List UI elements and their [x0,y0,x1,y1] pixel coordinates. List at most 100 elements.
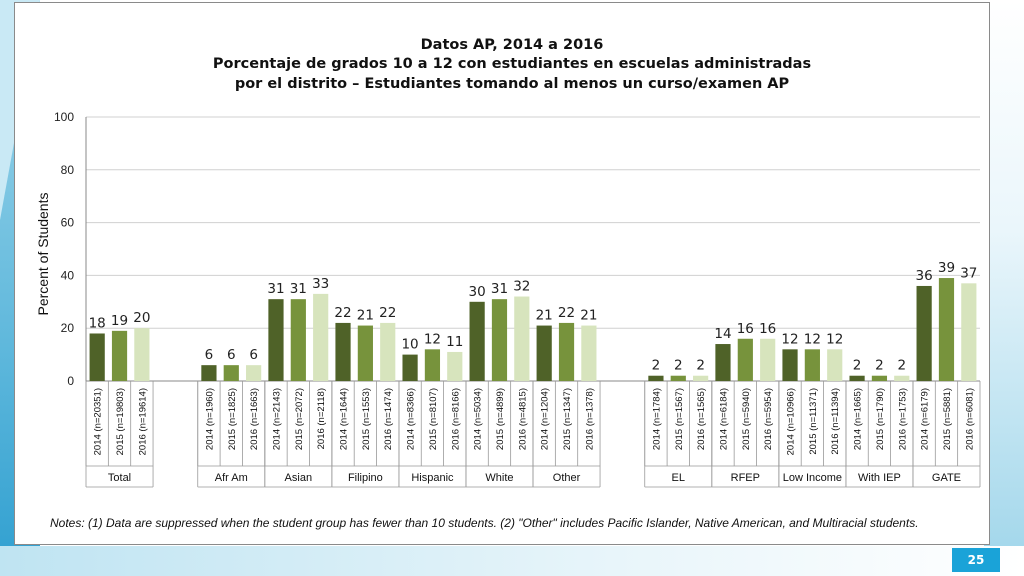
bar [693,375,709,381]
data-label: 2 [674,358,683,374]
data-label: 12 [826,331,843,347]
y-tick-label: 80 [61,163,75,177]
chart-subtitle-line-2: por el distrito – Estudiantes tomando al… [234,76,790,92]
category-label: 2015 (n=5881) [942,388,953,450]
data-label: 39 [938,260,955,276]
category-label: 2016 (n=1753) [897,388,908,450]
category-label: 2015 (n=1825) [227,388,238,450]
group-label: Other [553,472,581,484]
data-label: 16 [737,321,754,337]
category-label: 2015 (n=5940) [741,388,752,450]
bar [357,325,373,381]
bar [871,375,888,381]
y-tick-label: 0 [67,374,74,388]
data-label: 21 [357,308,374,324]
bar [402,354,418,381]
data-label: 12 [804,331,821,347]
data-label: 2 [652,358,661,374]
category-label: 2016 (n=6081) [964,388,975,450]
group-label: With IEP [858,472,901,484]
bar [916,285,932,381]
group-label: Total [108,472,131,484]
data-label: 32 [513,279,530,295]
category-label: 2014 (n=1644) [339,388,350,450]
data-label: 10 [401,337,418,353]
category-label: 2015 (n=1347) [562,388,573,450]
bar [581,325,597,381]
group-label: Afr Am [215,472,248,484]
category-label: 2015 (n=1553) [361,388,372,450]
category-label: 2016 (n=1474) [383,388,394,450]
bar [447,351,463,381]
chart-notes: Notes: (1) Data are suppressed when the … [50,516,919,530]
category-label: 2014 (n=1204) [540,388,551,450]
data-label: 11 [446,334,463,350]
bar [290,299,306,381]
data-label: 31 [267,281,284,297]
data-label: 6 [205,347,214,363]
chart-subtitle-line-1: Porcentaje de grados 10 a 12 con estudia… [212,56,812,72]
bar [111,330,128,381]
bar [246,365,262,381]
y-tick-label: 60 [61,216,75,230]
slide-panel [14,2,990,545]
category-label: 2015 (n=11371) [808,388,819,455]
data-label: 18 [89,315,106,331]
category-label: 2014 (n=2143) [271,388,282,450]
category-label: 2014 (n=1665) [853,388,864,450]
category-label: 2016 (n=8166) [450,388,461,450]
background-right-band [984,0,1024,576]
data-label: 21 [536,308,553,324]
category-label: 2014 (n=6179) [920,388,931,450]
data-label: 30 [469,284,486,300]
bar [737,338,753,381]
category-label: 2015 (n=2072) [294,388,305,450]
bar [894,375,910,381]
category-label: 2015 (n=8107) [428,388,439,450]
bar [670,375,686,381]
bar [313,293,329,381]
y-tick-label: 40 [61,268,75,282]
bar [514,296,530,381]
data-label: 2 [897,358,906,374]
bar [335,322,351,381]
bar [380,322,396,381]
bar [827,349,843,381]
data-label: 6 [249,347,258,363]
bar [424,349,441,381]
background-bottom-band [0,546,1024,576]
bar [804,349,820,381]
y-axis-label: Percent of Students [35,193,51,316]
bar [469,301,485,381]
bar [268,299,284,381]
group-label: Asian [285,472,313,484]
bar [223,365,239,381]
category-label: 2015 (n=1790) [875,388,886,450]
group-label: White [485,472,513,484]
group-label: RFEP [731,472,760,484]
data-label: 2 [696,358,705,374]
group-label: EL [672,472,685,484]
category-label: 2016 (n=4815) [517,388,528,450]
bar [760,338,776,381]
data-label: 22 [558,305,575,321]
bar [961,283,977,381]
category-label: 2016 (n=2118) [316,388,327,449]
data-label: 20 [133,310,150,326]
group-label: Low Income [783,472,842,484]
category-label: 2015 (n=19803) [115,388,126,455]
chart-title: Datos AP, 2014 a 2016 [420,37,604,53]
data-label: 21 [580,308,597,324]
category-label: 2014 (n=10966) [786,388,797,455]
data-label: 16 [759,321,776,337]
y-tick-label: 20 [61,321,75,335]
bar [134,328,150,381]
data-label: 31 [290,281,307,297]
data-label: 14 [714,326,731,342]
category-label: 2016 (n=11394) [830,388,841,455]
category-label: 2015 (n=4899) [495,388,506,450]
category-label: 2014 (n=1784) [651,388,662,450]
category-label: 2016 (n=1565) [696,388,707,450]
data-label: 19 [111,313,128,329]
